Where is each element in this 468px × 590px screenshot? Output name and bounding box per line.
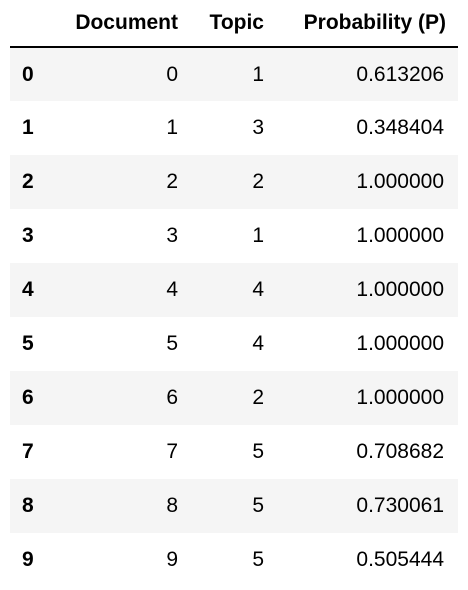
header-document: Document	[58, 0, 180, 48]
cell-document: 9	[166, 548, 178, 571]
table-row: 9 9 5 0.505444	[10, 533, 458, 587]
cell-document: 5	[166, 332, 178, 355]
table-row: 6 6 2 1.000000	[10, 371, 458, 425]
row-index: 5	[22, 332, 34, 355]
row-index: 6	[22, 386, 34, 409]
cell-probability: 0.730061	[356, 494, 444, 517]
table-row: 8 8 5 0.730061	[10, 479, 458, 533]
cell-document: 0	[166, 62, 178, 86]
cell-probability: 1.000000	[356, 386, 444, 409]
cell-document: 2	[166, 170, 178, 193]
cell-topic: 2	[252, 386, 264, 409]
cell-topic: 4	[252, 278, 264, 301]
table-row: 3 3 1 1.000000	[10, 209, 458, 263]
cell-topic: 5	[252, 494, 264, 517]
cell-topic: 1	[252, 62, 264, 86]
cell-probability: 0.348404	[356, 116, 444, 139]
cell-probability: 1.000000	[356, 278, 444, 301]
cell-topic: 1	[252, 224, 264, 247]
table-row: 7 7 5 0.708682	[10, 425, 458, 479]
table-row: 1 1 3 0.348404	[10, 101, 458, 155]
cell-probability: 0.613206	[356, 62, 444, 86]
table-row: 2 2 2 1.000000	[10, 155, 458, 209]
header-topic: Topic	[180, 0, 266, 48]
cell-document: 1	[166, 116, 178, 139]
cell-probability: 0.505444	[356, 548, 444, 571]
cell-probability: 1.000000	[356, 332, 444, 355]
cell-topic: 4	[252, 332, 264, 355]
cell-probability: 1.000000	[356, 224, 444, 247]
cell-document: 7	[166, 440, 178, 463]
table-row: 4 4 4 1.000000	[10, 263, 458, 317]
header-row: Document Topic Probability (P)	[10, 0, 458, 48]
dataframe-table: Document Topic Probability (P) 0 0 1 0.6132…	[10, 0, 458, 587]
cell-document: 3	[166, 224, 178, 247]
cell-topic: 5	[252, 548, 264, 571]
row-index: 7	[22, 440, 34, 463]
cell-topic: 5	[252, 440, 264, 463]
cell-document: 8	[166, 494, 178, 517]
row-index: 3	[22, 224, 34, 247]
table-row: 5 5 4 1.000000	[10, 317, 458, 371]
dataframe-output: Document Topic Probability (P) 0 0 1 0.6132…	[10, 0, 458, 587]
cell-probability: 1.000000	[356, 170, 444, 193]
row-index: 9	[22, 548, 34, 571]
cell-document: 6	[166, 386, 178, 409]
table-row: 0 0 1 0.613206	[10, 47, 458, 101]
cell-document: 4	[166, 278, 178, 301]
cell-probability: 0.708682	[356, 440, 444, 463]
row-index: 8	[22, 494, 34, 517]
row-index: 0	[22, 62, 34, 86]
row-index: 4	[22, 278, 34, 301]
table-body: 0 0 1 0.613206 1 1 3 0.348404 2 2 2 1.000000 3 3 1 1.00…	[10, 47, 458, 587]
header-probability: Probability (P)	[266, 0, 458, 48]
cell-topic: 2	[252, 170, 264, 193]
row-index: 1	[22, 116, 34, 139]
cell-topic: 3	[252, 116, 264, 139]
table-header: Document Topic Probability (P)	[10, 0, 458, 48]
row-index: 2	[22, 170, 34, 193]
header-index	[10, 0, 58, 48]
